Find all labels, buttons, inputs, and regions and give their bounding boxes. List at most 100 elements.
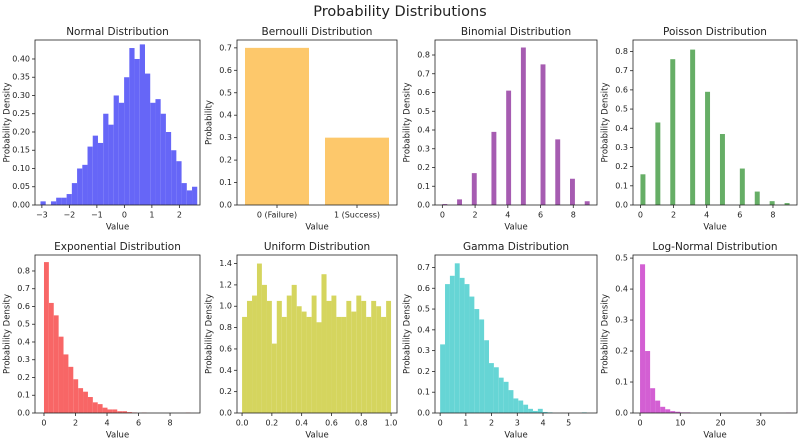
axes-frame [34, 254, 201, 414]
histogram-bar [537, 408, 543, 413]
histogram-bar [78, 388, 84, 413]
y-tick-label: 0.0 [17, 409, 30, 418]
x-tick-label: 0 [41, 419, 46, 428]
x-tick-label: 4 [104, 419, 109, 428]
histogram-bar [555, 139, 561, 205]
x-axis-label: Value [504, 223, 527, 233]
x-tick-label: 0.4 [295, 419, 308, 428]
histogram-bar [97, 404, 103, 413]
histogram-bar [381, 316, 387, 413]
histogram-bar [670, 59, 676, 205]
histogram-bar [145, 73, 151, 205]
x-tick-label: 0.2 [265, 419, 278, 428]
histogram-bar [542, 411, 548, 413]
histogram-bar [361, 300, 367, 413]
histogram-bar [528, 408, 533, 413]
x-tick-label: 4 [505, 211, 510, 220]
histogram-bar [508, 390, 514, 413]
histogram-bar [291, 284, 297, 413]
y-tick-label: 0.5 [615, 254, 628, 263]
histogram-bar [341, 316, 347, 413]
histogram-bar [176, 161, 182, 205]
subplot-title: Poisson Distribution [663, 26, 767, 38]
y-tick-label: 0.0 [417, 201, 430, 210]
subplot-title: Log-Normal Distribution [652, 241, 777, 253]
y-tick-label: 0.0 [219, 409, 232, 418]
histogram-bar [40, 201, 46, 205]
subplot-title: Binomial Distribution [461, 26, 571, 38]
histogram-bar [56, 197, 62, 205]
y-axis-label: Probability Density [403, 83, 413, 163]
histogram-bar [540, 64, 546, 205]
y-tick-label: 0.1 [417, 388, 430, 397]
x-tick-label: 0 [638, 211, 643, 220]
histogram-bar [660, 406, 666, 413]
y-tick-label: 0.6 [615, 85, 628, 94]
y-axis-label: Probability Density [601, 294, 611, 374]
subplot: Poisson Distribution Value Probability Den… [601, 26, 798, 233]
histogram-bar [376, 306, 382, 413]
subplot: Normal Distribution Value Probability Dens… [3, 26, 201, 233]
histogram-bar [92, 402, 98, 413]
histogram-bar [286, 295, 292, 413]
histogram-bar [457, 199, 462, 205]
histogram-bar [108, 124, 114, 205]
y-tick-label: 0.5 [417, 305, 430, 314]
subplot: Exponential Distribution Value Probability… [3, 241, 201, 441]
x-tick-label: 8 [571, 211, 576, 220]
histogram-bar [129, 48, 135, 205]
x-tick-label: 1.0 [385, 419, 398, 428]
y-tick-label: 1.2 [219, 280, 232, 289]
y-axis-label: Probability Density [601, 83, 611, 163]
subplot-title: Bernoulli Distribution [262, 26, 373, 38]
x-tick-label: 2 [473, 211, 478, 220]
y-tick-label: 0.4 [615, 285, 628, 294]
histogram-bar [316, 322, 322, 413]
histogram-bar [171, 150, 177, 205]
y-tick-label: 1.0 [219, 302, 232, 311]
histogram-bar [705, 91, 711, 205]
bar [245, 47, 309, 205]
histogram-bar [127, 412, 132, 413]
x-tick-label: −1 [91, 211, 103, 220]
y-tick-label: 0.6 [417, 88, 430, 97]
histogram-bar [513, 398, 519, 413]
histogram-bar [53, 315, 59, 413]
x-tick-label: 2 [489, 419, 494, 428]
y-axis-label: Probability [205, 100, 215, 145]
histogram-bar [66, 194, 72, 205]
histogram-bar [670, 411, 676, 413]
histogram-bar [112, 409, 118, 413]
x-tick-label: 8 [770, 211, 775, 220]
y-tick-label: 0.1 [615, 378, 628, 387]
histogram-bar [50, 201, 57, 205]
histogram-bar [266, 300, 272, 413]
histogram-bar [739, 168, 745, 205]
subplot: Uniform Distribution Value Probability Den… [205, 241, 398, 441]
histogram-bar [474, 309, 480, 413]
y-tick-label: 0.1 [17, 391, 30, 400]
x-tick-label: 1 [463, 419, 468, 428]
histogram-bar [326, 300, 332, 413]
x-axis-label: Value [106, 223, 129, 233]
x-tick-label: 0 (Failure) [257, 211, 297, 220]
x-tick-label: 0.6 [325, 419, 338, 428]
histogram-bar [331, 295, 337, 413]
histogram-bar [122, 411, 128, 413]
x-tick-label: 5 [566, 419, 571, 428]
histogram-bar [296, 306, 302, 413]
subplot-title: Gamma Distribution [463, 241, 569, 253]
y-tick-label: 0.35 [12, 73, 30, 82]
y-tick-label: 0.4 [417, 325, 430, 334]
histogram-bar [336, 316, 342, 413]
y-tick-label: 0.00 [12, 201, 30, 210]
histogram-bar [87, 397, 93, 413]
y-tick-label: 0.3 [615, 143, 628, 152]
y-tick-label: 0.7 [615, 66, 628, 75]
subplot-title: Uniform Distribution [264, 241, 370, 253]
y-tick-label: 0.2 [219, 156, 232, 165]
histogram-bar [117, 411, 123, 413]
histogram-bar [454, 263, 460, 413]
y-tick-label: 0.1 [615, 181, 628, 190]
